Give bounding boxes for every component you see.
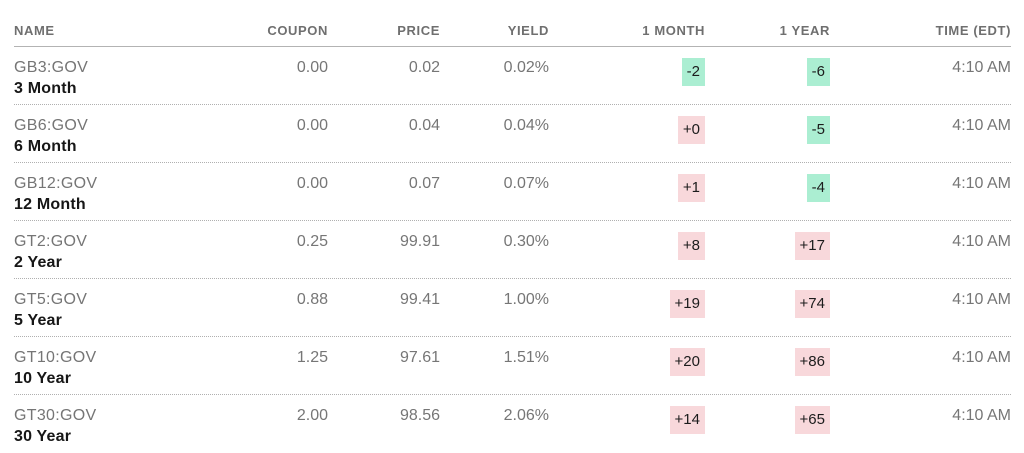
price-value: 97.61 bbox=[399, 349, 440, 366]
table-row: GB12:GOV 12 Month 0.00 0.07 0.07% +1 -4 … bbox=[14, 163, 1011, 221]
coupon-value: 0.00 bbox=[296, 175, 328, 192]
one-month-change-badge: +20 bbox=[669, 348, 705, 376]
table-row: GB3:GOV 3 Month 0.00 0.02 0.02% -2 -6 4:… bbox=[14, 47, 1011, 105]
yield-value: 0.02% bbox=[503, 59, 549, 76]
table-row: GT10:GOV 10 Year 1.25 97.61 1.51% +20 +8… bbox=[14, 337, 1011, 395]
coupon-value: 0.00 bbox=[296, 117, 328, 134]
bond-ticker-link[interactable]: GT2:GOV bbox=[14, 233, 88, 250]
price-value: 0.02 bbox=[408, 59, 440, 76]
bond-ticker-link[interactable]: GT5:GOV bbox=[14, 291, 88, 308]
price-value: 0.04 bbox=[408, 117, 440, 134]
one-year-change-badge: +86 bbox=[794, 348, 830, 376]
bond-name: 5 Year bbox=[14, 312, 63, 329]
yield-value: 0.30% bbox=[503, 233, 549, 250]
time-value: 4:10 AM bbox=[952, 349, 1011, 366]
bond-ticker-link[interactable]: GB3:GOV bbox=[14, 59, 89, 76]
bond-name: 2 Year bbox=[14, 254, 63, 271]
column-header-price: PRICE bbox=[397, 23, 440, 38]
table-row: GT5:GOV 5 Year 0.88 99.41 1.00% +19 +74 … bbox=[14, 279, 1011, 337]
time-value: 4:10 AM bbox=[952, 291, 1011, 308]
yield-value: 1.00% bbox=[503, 291, 549, 308]
one-year-change-badge: -4 bbox=[806, 174, 830, 202]
coupon-value: 0.25 bbox=[296, 233, 328, 250]
bond-ticker-link[interactable]: GB6:GOV bbox=[14, 117, 89, 134]
yield-value: 0.07% bbox=[503, 175, 549, 192]
table-row: GB6:GOV 6 Month 0.00 0.04 0.04% +0 -5 4:… bbox=[14, 105, 1011, 163]
one-year-change-badge: -6 bbox=[806, 58, 830, 86]
column-header-time: TIME (EDT) bbox=[935, 23, 1011, 38]
time-value: 4:10 AM bbox=[952, 117, 1011, 134]
one-month-change-badge: +14 bbox=[669, 406, 705, 434]
price-value: 0.07 bbox=[408, 175, 440, 192]
bond-ticker-link[interactable]: GT10:GOV bbox=[14, 349, 97, 366]
one-month-change-badge: +0 bbox=[677, 116, 705, 144]
column-header-name: NAME bbox=[14, 23, 55, 38]
price-value: 99.91 bbox=[399, 233, 440, 250]
time-value: 4:10 AM bbox=[952, 175, 1011, 192]
time-value: 4:10 AM bbox=[952, 233, 1011, 250]
column-header-yield: YIELD bbox=[507, 23, 549, 38]
yield-value: 1.51% bbox=[503, 349, 549, 366]
one-year-change-badge: +74 bbox=[794, 290, 830, 318]
bond-name: 3 Month bbox=[14, 80, 77, 97]
bond-name: 6 Month bbox=[14, 138, 77, 155]
bond-name: 10 Year bbox=[14, 370, 72, 387]
table-header-row: NAME COUPON PRICE YIELD 1 MONTH 1 YEAR T… bbox=[14, 0, 1011, 47]
one-month-change-badge: +1 bbox=[677, 174, 705, 202]
table-row: GT30:GOV 30 Year 2.00 98.56 2.06% +14 +6… bbox=[14, 395, 1011, 453]
yield-value: 0.04% bbox=[503, 117, 549, 134]
bond-name: 30 Year bbox=[14, 428, 72, 445]
one-year-change-badge: -5 bbox=[806, 116, 830, 144]
time-value: 4:10 AM bbox=[952, 59, 1011, 76]
table-row: GT2:GOV 2 Year 0.25 99.91 0.30% +8 +17 4… bbox=[14, 221, 1011, 279]
bond-ticker-link[interactable]: GT30:GOV bbox=[14, 407, 97, 424]
bond-name: 12 Month bbox=[14, 196, 86, 213]
coupon-value: 0.88 bbox=[296, 291, 328, 308]
price-value: 98.56 bbox=[399, 407, 440, 424]
one-month-change-badge: -2 bbox=[681, 58, 705, 86]
one-month-change-badge: +19 bbox=[669, 290, 705, 318]
coupon-value: 1.25 bbox=[296, 349, 328, 366]
column-header-one-month: 1 MONTH bbox=[642, 23, 705, 38]
column-header-coupon: COUPON bbox=[267, 23, 328, 38]
time-value: 4:10 AM bbox=[952, 407, 1011, 424]
one-year-change-badge: +17 bbox=[794, 232, 830, 260]
yield-value: 2.06% bbox=[503, 407, 549, 424]
coupon-value: 0.00 bbox=[296, 59, 328, 76]
bond-ticker-link[interactable]: GB12:GOV bbox=[14, 175, 98, 192]
price-value: 99.41 bbox=[399, 291, 440, 308]
column-header-one-year: 1 YEAR bbox=[779, 23, 830, 38]
one-year-change-badge: +65 bbox=[794, 406, 830, 434]
one-month-change-badge: +8 bbox=[677, 232, 705, 260]
coupon-value: 2.00 bbox=[296, 407, 328, 424]
